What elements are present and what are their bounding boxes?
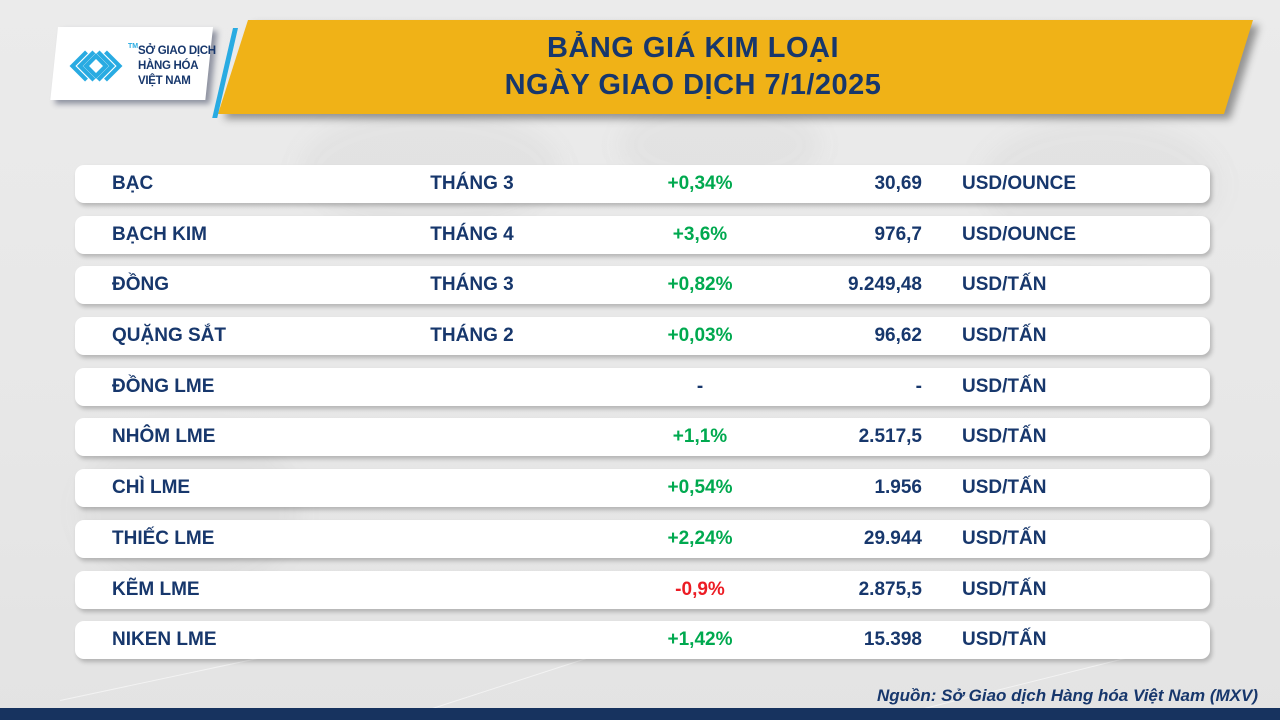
- price-value: -: [915, 375, 922, 397]
- price-value: 15.398: [863, 629, 922, 651]
- table-row: THIẾC LME +2,24% 29.944 USD/TẤN: [75, 519, 1210, 558]
- commodity-name: KẼM LME: [112, 578, 200, 600]
- commodity-name: NHÔM LME: [112, 426, 216, 448]
- logo-wordmark-line3: VIỆT NAM: [138, 75, 191, 87]
- table-row: BẠC THÁNG 3 +0,34% 30,69 USD/OUNCE: [75, 165, 1210, 203]
- commodity-name: BẠC: [112, 173, 154, 194]
- commodity-name: ĐỒNG: [112, 274, 169, 296]
- price-unit: USD/OUNCE: [962, 173, 1077, 194]
- price-value: 976,7: [874, 223, 922, 245]
- title-banner: BẢNG GIÁ KIM LOẠI NGÀY GIAO DỊCH 7/1/202…: [218, 20, 1253, 114]
- price-unit: USD/TẤN: [962, 325, 1047, 347]
- price-value: 2.517,5: [858, 426, 922, 448]
- table-row: KẼM LME -0,9% 2.875,5 USD/TẤN: [75, 570, 1210, 609]
- table-row: ĐỒNG THÁNG 3 +0,82% 9.249,48 USD/TẤN: [75, 266, 1210, 305]
- price-unit: USD/TẤN: [962, 477, 1047, 499]
- price-value: 9.249,48: [848, 274, 922, 296]
- percent-change: +2,24%: [667, 527, 733, 549]
- mxv-logo: TM SỞ GIAO DỊCH HÀNG HÓA VIỆT NAM: [58, 27, 218, 100]
- table-row: BẠCH KIM THÁNG 4 +3,6% 976,7 USD/OUNCE: [75, 215, 1210, 254]
- logo-wordmark-line1: SỞ GIAO DỊCH: [138, 45, 216, 57]
- price-unit: USD/TẤN: [962, 426, 1047, 448]
- price-unit: USD/TẤN: [962, 527, 1047, 549]
- price-value: 2.875,5: [858, 578, 922, 600]
- percent-change: +0,54%: [667, 477, 733, 499]
- price-table: BẠC THÁNG 3 +0,34% 30,69 USD/OUNCE BẠCH …: [75, 165, 1210, 672]
- price-unit: USD/TẤN: [962, 375, 1047, 397]
- contract-month: THÁNG 4: [430, 223, 514, 245]
- contract-month: THÁNG 3: [430, 173, 514, 194]
- price-value: 30,69: [874, 173, 922, 194]
- bottom-accent-bar: [0, 708, 1280, 720]
- percent-change: +1,1%: [672, 426, 728, 448]
- price-unit: USD/TẤN: [962, 578, 1047, 600]
- logo-wordmark: SỞ GIAO DỊCH HÀNG HÓA VIỆT NAM: [138, 44, 216, 89]
- price-unit: USD/TẤN: [962, 629, 1047, 651]
- percent-change: +0,82%: [667, 274, 733, 296]
- percent-change: -: [696, 375, 704, 397]
- table-row: NIKEN LME +1,42% 15.398 USD/TẤN: [75, 621, 1210, 660]
- percent-change: +0,03%: [667, 325, 733, 347]
- commodity-name: CHÌ LME: [112, 477, 191, 499]
- commodity-name: BẠCH KIM: [112, 223, 207, 245]
- mxv-chevron-diamond-icon: [69, 50, 123, 82]
- contract-month: THÁNG 2: [430, 325, 514, 347]
- percent-change: +0,34%: [667, 173, 733, 194]
- price-unit: USD/TẤN: [962, 274, 1047, 296]
- logo-wordmark-line2: HÀNG HÓA: [138, 60, 199, 72]
- percent-change: -0,9%: [675, 578, 725, 600]
- commodity-name: THIẾC LME: [112, 527, 215, 549]
- table-row: CHÌ LME +0,54% 1.956 USD/TẤN: [75, 469, 1210, 508]
- table-row: NHÔM LME +1,1% 2.517,5 USD/TẤN: [75, 418, 1210, 457]
- price-value: 1.956: [874, 477, 922, 499]
- page-title: BẢNG GIÁ KIM LOẠI: [546, 32, 840, 64]
- contract-month: THÁNG 3: [430, 274, 514, 296]
- percent-change: +1,42%: [667, 629, 733, 651]
- source-attribution: Nguồn: Sở Giao dịch Hàng hóa Việt Nam (M…: [876, 686, 1258, 705]
- price-unit: USD/OUNCE: [962, 223, 1077, 245]
- percent-change: +3,6%: [672, 223, 728, 245]
- price-value: 29.944: [863, 527, 922, 549]
- table-row: ĐỒNG LME - - USD/TẤN: [75, 367, 1210, 406]
- page-subtitle-trading-date: NGÀY GIAO DỊCH 7/1/2025: [504, 69, 882, 101]
- commodity-name: QUẶNG SẮT: [112, 325, 226, 347]
- trademark-symbol: TM: [128, 43, 139, 50]
- commodity-name: NIKEN LME: [112, 629, 217, 651]
- commodity-name: ĐỒNG LME: [112, 375, 215, 397]
- table-row: QUẶNG SẮT THÁNG 2 +0,03% 96,62 USD/TẤN: [75, 317, 1210, 356]
- map-blob: [80, 430, 300, 590]
- price-value: 96,62: [874, 325, 922, 347]
